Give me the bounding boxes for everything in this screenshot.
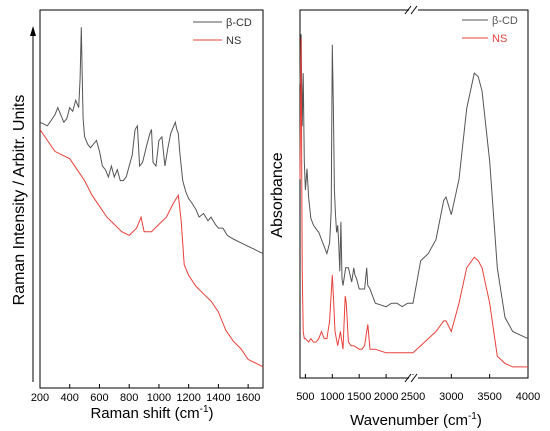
- axis-break-top-slash-2: [410, 5, 418, 15]
- raman-plot-frame: [39, 9, 264, 389]
- raman-x-axis-label-main: Raman shift (cm: [90, 405, 199, 422]
- absorbance-legend: β-CD NS: [462, 15, 518, 45]
- absorbance-x-ticks: [304, 374, 529, 378]
- absorbance-legend-label-ns: NS: [492, 33, 507, 45]
- absorbance-panel: Absorbance 500 1000 1500 2000 2500 3000 3500 40…: [269, 5, 540, 429]
- axis-break-bottom: [404, 373, 418, 383]
- raman-x-ticks: [39, 384, 249, 388]
- raman-x-tick-label: 400: [61, 392, 79, 404]
- axis-break-top: [404, 5, 418, 15]
- raman-x-tick-label: 1000: [147, 392, 171, 404]
- raman-x-tick-label: 200: [31, 392, 49, 404]
- absorbance-x-tick-label: 2000: [374, 391, 398, 403]
- raman-y-axis-label: Raman Intensity / Arbitr. Units: [11, 95, 28, 306]
- raman-x-tick-label: 1200: [176, 392, 200, 404]
- raman-x-tick-label: 1600: [236, 392, 260, 404]
- axis-break-top-slash-1: [404, 5, 412, 15]
- absorbance-y-axis-label: Absorbance: [269, 152, 286, 237]
- absorbance-x-tick-label: 3500: [477, 391, 501, 403]
- axis-break-bottom-slash-1: [404, 373, 412, 383]
- raman-series-line-ns: [39, 129, 264, 368]
- raman-legend: β-CD NS: [193, 17, 252, 47]
- absorbance-series: [299, 34, 529, 368]
- absorbance-x-tick-label: 1000: [320, 391, 344, 403]
- absorbance-x-tick-label: 3000: [439, 391, 463, 403]
- axis-break-bottom-slash-2: [410, 373, 418, 383]
- raman-x-axis-label-sup: -1: [200, 404, 209, 415]
- absorbance-series-line-ns: [299, 37, 528, 368]
- absorbance-x-axis-label-sup: -1: [468, 411, 477, 422]
- absorbance-x-axis-label-end: ): [477, 412, 482, 429]
- raman-series: [39, 27, 264, 368]
- absorbance-x-tick-label: 4000: [516, 391, 540, 403]
- raman-panel: Raman Intensity / Arbitr. Units 200 400 60…: [11, 9, 264, 422]
- raman-y-arrow-head: [30, 26, 36, 36]
- raman-x-tick-labels: 200 400 600 800 1000 1200 1400 1600: [31, 392, 261, 404]
- raman-x-tick-label: 600: [90, 392, 108, 404]
- absorbance-x-axis-label: Wavenumber (cm-1): [350, 411, 482, 429]
- raman-x-axis-label: Raman shift (cm-1): [90, 404, 213, 422]
- raman-legend-label-bcd: β-CD: [226, 17, 252, 29]
- raman-x-axis-label-end: ): [209, 405, 214, 422]
- absorbance-x-tick-label: 1500: [347, 391, 371, 403]
- raman-legend-label-ns: NS: [226, 35, 241, 47]
- absorbance-x-tick-label: 2500: [401, 391, 425, 403]
- absorbance-x-tick-label: 500: [296, 391, 314, 403]
- raman-series-line-bcd: [39, 27, 264, 255]
- absorbance-x-tick-labels: 500 1000 1500 2000 2500 3000 3500 4000: [296, 391, 540, 403]
- raman-x-tick-label: 1400: [206, 392, 230, 404]
- absorbance-series-line-bcd: [299, 34, 529, 340]
- absorbance-legend-label-bcd: β-CD: [492, 15, 518, 27]
- absorbance-x-axis-label-main: Wavenumber (cm: [350, 412, 468, 429]
- raman-x-tick-label: 800: [120, 392, 138, 404]
